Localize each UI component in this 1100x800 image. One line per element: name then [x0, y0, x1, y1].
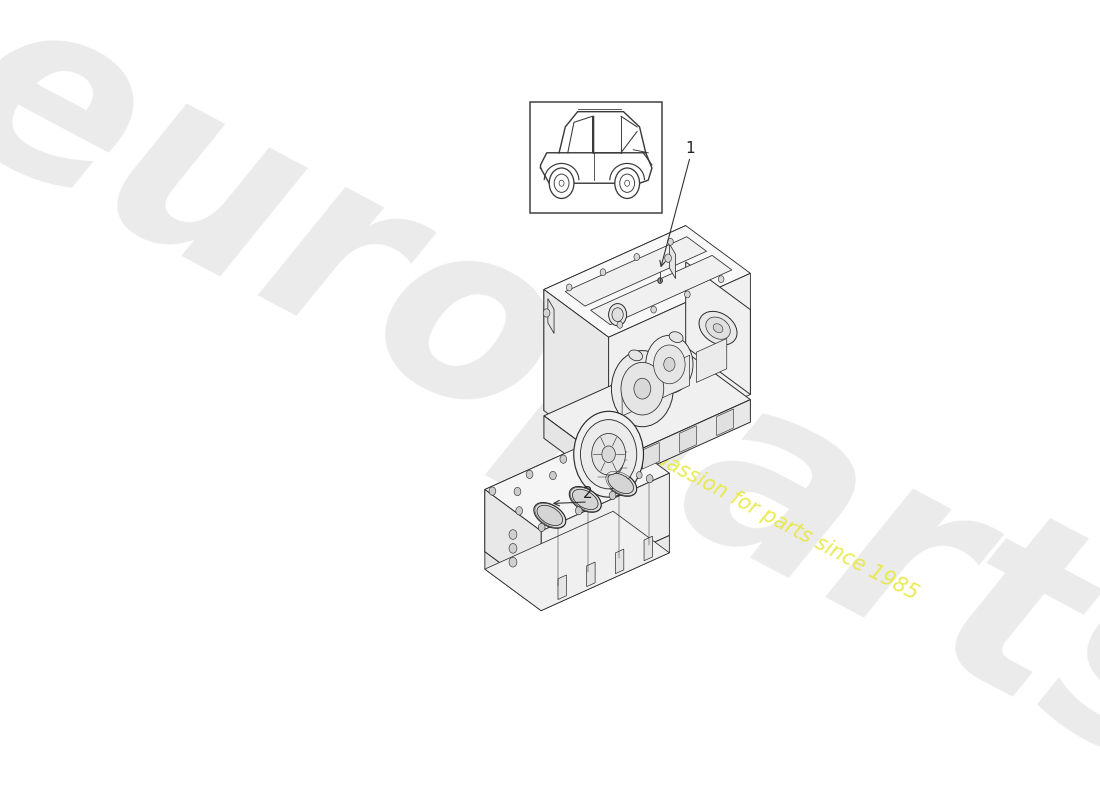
Ellipse shape [713, 324, 723, 333]
Ellipse shape [605, 470, 637, 496]
Ellipse shape [706, 317, 730, 339]
Circle shape [646, 335, 693, 394]
Circle shape [509, 530, 517, 539]
Polygon shape [615, 549, 624, 574]
Circle shape [663, 358, 675, 371]
Polygon shape [543, 352, 750, 463]
Circle shape [718, 276, 724, 282]
Circle shape [526, 470, 532, 478]
Circle shape [538, 523, 544, 532]
Circle shape [566, 284, 572, 291]
Circle shape [597, 443, 628, 482]
Circle shape [509, 543, 517, 553]
Circle shape [625, 180, 629, 186]
Circle shape [574, 411, 644, 497]
Polygon shape [591, 255, 732, 325]
Circle shape [514, 487, 520, 496]
Ellipse shape [570, 486, 602, 512]
Polygon shape [645, 536, 652, 561]
Text: a passion for parts since 1985: a passion for parts since 1985 [634, 438, 921, 603]
Circle shape [559, 180, 564, 186]
Circle shape [554, 517, 560, 524]
Ellipse shape [629, 350, 642, 361]
Polygon shape [543, 226, 685, 410]
Bar [530, 102, 662, 213]
Circle shape [597, 438, 604, 446]
Ellipse shape [534, 502, 565, 528]
Circle shape [575, 490, 581, 498]
Polygon shape [543, 226, 750, 338]
Ellipse shape [537, 506, 562, 526]
Ellipse shape [572, 490, 598, 510]
Circle shape [637, 472, 642, 478]
Circle shape [610, 474, 616, 482]
Circle shape [624, 458, 630, 466]
Ellipse shape [608, 474, 634, 494]
Circle shape [612, 350, 673, 426]
Circle shape [585, 455, 592, 464]
Circle shape [560, 455, 566, 463]
Polygon shape [485, 432, 613, 552]
Polygon shape [572, 421, 634, 458]
Polygon shape [485, 490, 541, 594]
Circle shape [543, 309, 550, 317]
Polygon shape [598, 429, 606, 449]
Circle shape [601, 269, 606, 276]
Polygon shape [485, 432, 670, 531]
Text: 2: 2 [583, 486, 593, 501]
Polygon shape [608, 400, 750, 486]
Circle shape [612, 308, 624, 322]
Polygon shape [548, 298, 554, 334]
Circle shape [590, 501, 595, 508]
Circle shape [550, 471, 557, 480]
Circle shape [575, 506, 582, 515]
Circle shape [668, 238, 673, 246]
Circle shape [549, 168, 574, 198]
Polygon shape [541, 473, 670, 594]
Circle shape [619, 174, 635, 192]
Polygon shape [608, 274, 750, 458]
Polygon shape [642, 442, 659, 469]
Polygon shape [670, 244, 675, 278]
Circle shape [608, 303, 627, 326]
Circle shape [592, 434, 626, 475]
Polygon shape [680, 426, 696, 452]
Polygon shape [558, 575, 566, 599]
Circle shape [634, 378, 651, 399]
Polygon shape [696, 338, 727, 382]
Circle shape [625, 485, 630, 492]
Polygon shape [685, 262, 750, 394]
Circle shape [509, 558, 517, 567]
Circle shape [581, 420, 637, 489]
Polygon shape [659, 355, 690, 399]
Circle shape [684, 291, 690, 298]
Circle shape [539, 506, 544, 514]
Polygon shape [586, 562, 595, 586]
Circle shape [664, 254, 671, 262]
Circle shape [651, 306, 657, 313]
Polygon shape [716, 409, 734, 436]
Polygon shape [541, 535, 670, 610]
Circle shape [602, 446, 615, 462]
Circle shape [609, 491, 616, 500]
Circle shape [621, 362, 663, 415]
Circle shape [658, 278, 662, 283]
Circle shape [603, 450, 623, 475]
Polygon shape [623, 372, 652, 416]
Circle shape [634, 254, 639, 261]
Ellipse shape [669, 332, 683, 342]
Ellipse shape [698, 311, 737, 345]
Circle shape [617, 322, 623, 328]
Polygon shape [543, 416, 608, 486]
Circle shape [554, 174, 569, 192]
Circle shape [615, 168, 639, 198]
Polygon shape [485, 511, 670, 610]
Circle shape [516, 506, 522, 515]
Circle shape [653, 345, 685, 384]
Text: 1: 1 [685, 141, 695, 156]
Polygon shape [565, 237, 706, 306]
Circle shape [490, 487, 496, 495]
Polygon shape [543, 290, 608, 458]
Polygon shape [485, 552, 541, 610]
